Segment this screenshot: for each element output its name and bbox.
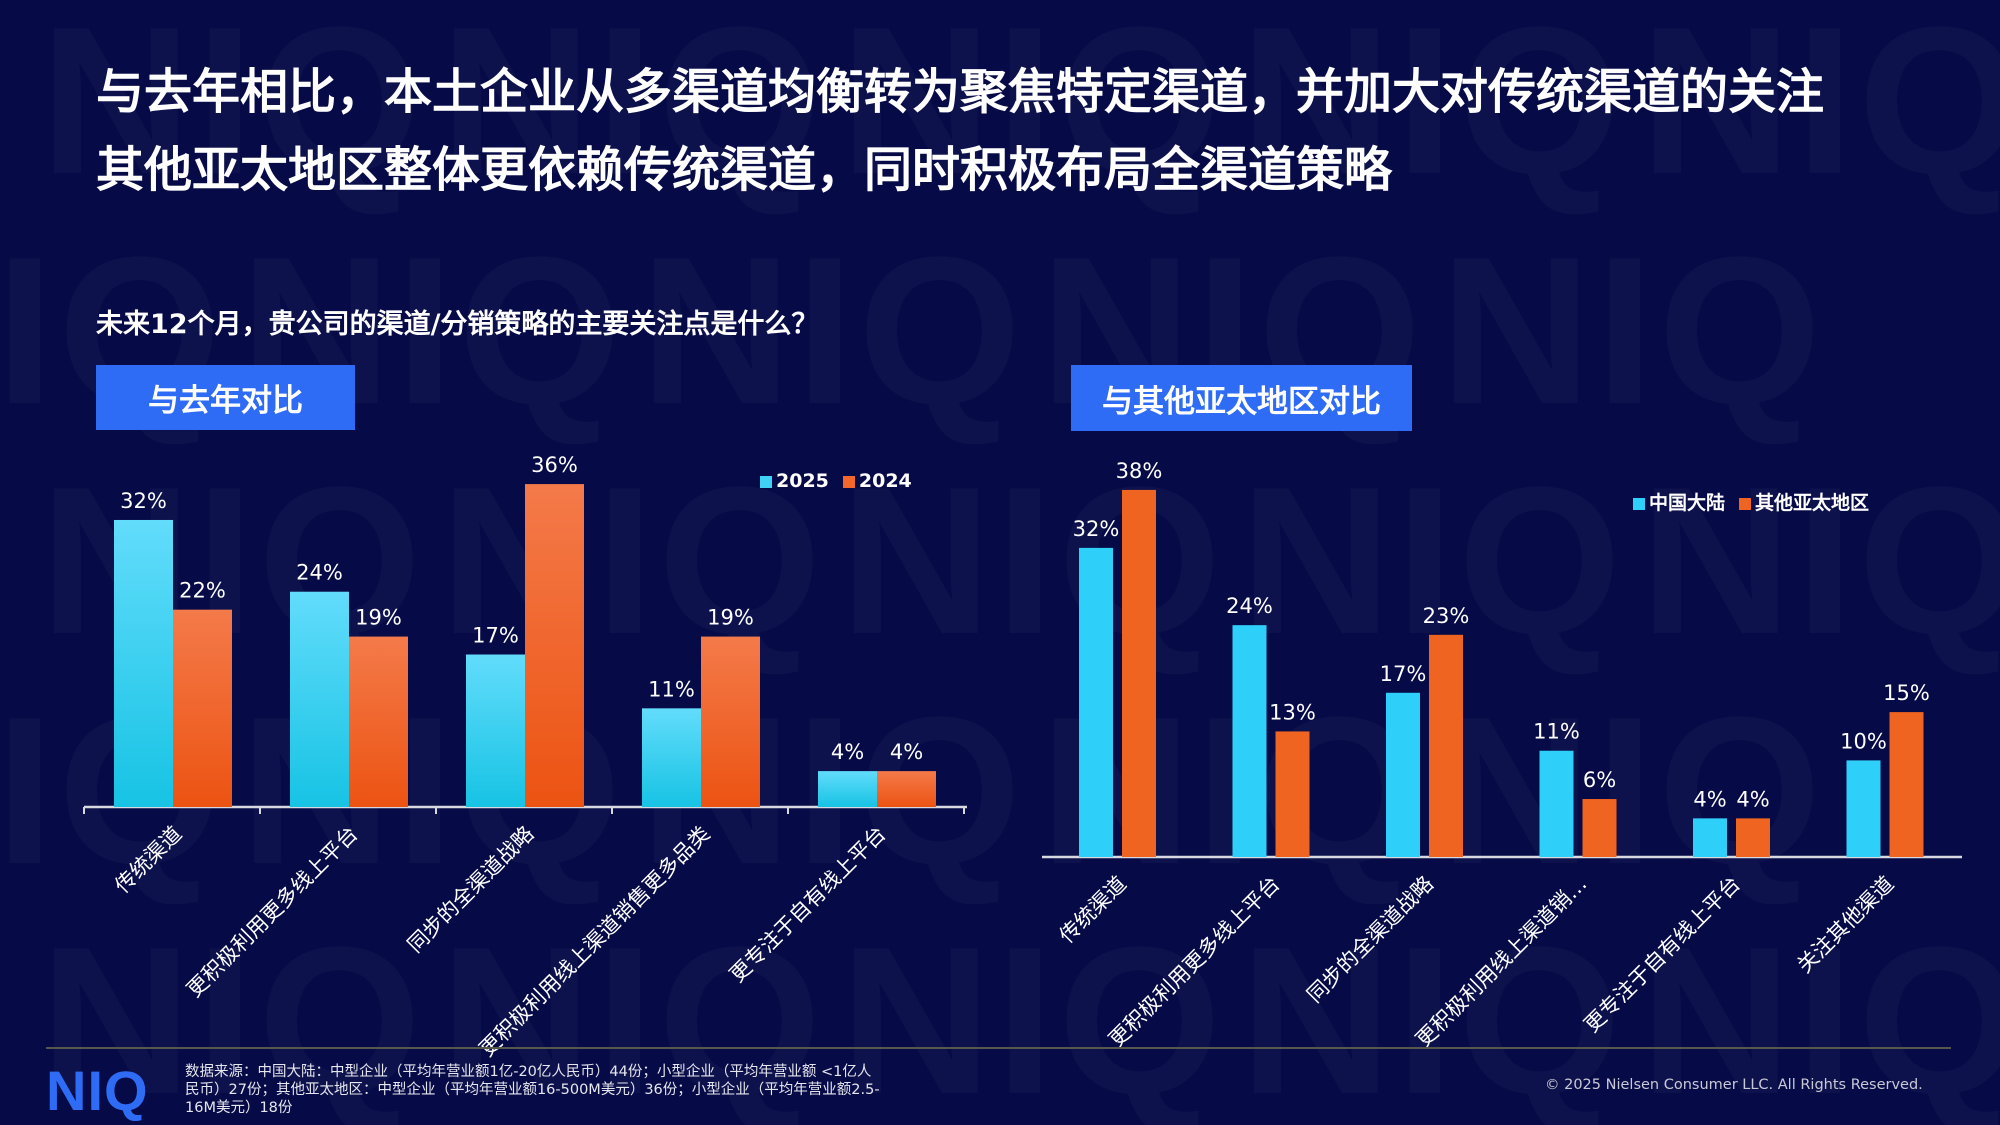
bar-region-s1-4: [1736, 818, 1770, 857]
bar-region-s0-0: [1079, 547, 1113, 857]
data-label: 15%: [1883, 681, 1930, 705]
bar-region-s1-2: [1429, 634, 1463, 857]
data-label: 38%: [1116, 459, 1163, 483]
data-label: 10%: [1840, 729, 1887, 753]
bar-region-s1-3: [1582, 799, 1617, 857]
bar-year-s1-0: [173, 609, 232, 807]
data-label: 24%: [1226, 594, 1273, 618]
bar-year-s1-2: [525, 484, 584, 807]
category-label: 同步的全渠道战略: [1302, 872, 1438, 1008]
bar-region-s0-4: [1693, 818, 1727, 857]
category-label: 更积极利用更多线上平台: [182, 822, 362, 1002]
bar-region-s0-1: [1232, 625, 1267, 857]
footer-divider: [46, 1047, 1951, 1049]
category-label: 关注其他渠道: [1792, 872, 1898, 978]
category-label: 更积极利用更多线上平台: [1104, 872, 1284, 1052]
bar-year-s0-2: [466, 654, 525, 807]
bar-year-s0-4: [818, 771, 877, 807]
bar-year-s1-4: [877, 771, 936, 807]
data-label: 32%: [1073, 517, 1120, 541]
category-label: 同步的全渠道战略: [403, 822, 539, 958]
niq-logo: NIQ: [46, 1059, 149, 1122]
bar-region-s0-2: [1386, 692, 1420, 857]
bar-year-s0-1: [290, 591, 349, 807]
survey-question: 未来12个月，贵公司的渠道/分销策略的主要关注点是什么？: [96, 309, 819, 340]
data-label: 19%: [707, 606, 754, 630]
data-label: 11%: [1533, 720, 1580, 744]
legend-item-2024: 2024: [842, 470, 912, 492]
bar-year-s1-3: [701, 636, 760, 807]
bar-region-s1-1: [1275, 731, 1310, 857]
data-label: 23%: [1423, 604, 1470, 628]
data-label: 24%: [296, 561, 343, 585]
bar-year-s0-3: [642, 708, 701, 807]
legend-item-2025: 2025: [760, 470, 829, 492]
data-label: 13%: [1269, 700, 1316, 724]
data-label: 17%: [1380, 662, 1427, 686]
legend-item-other-apac: 其他亚太地区: [1739, 488, 1869, 515]
data-label: 19%: [355, 606, 402, 630]
copyright: © 2025 Nielsen Consumer LLC. All Rights …: [1545, 1077, 1923, 1093]
panel-tag-region-comparison: 与其他亚太地区对比: [1071, 365, 1412, 431]
category-label: 传统渠道: [1055, 872, 1131, 948]
legend-item-china: 中国大陆: [1633, 488, 1725, 515]
category-label: 更专注于自有线上平台: [1580, 872, 1745, 1037]
data-label: 36%: [531, 453, 578, 477]
category-label: 更积极利用线上渠道销…: [1411, 872, 1591, 1052]
category-label: 更专注于自有线上平台: [725, 822, 890, 987]
data-label: 4%: [1736, 787, 1769, 811]
data-label: 32%: [120, 489, 167, 513]
legend-left: 2025 2024: [760, 470, 912, 492]
page-title-line-1: 与去年相比，本土企业从多渠道均衡转为聚焦特定渠道，并加大对传统渠道的关注: [96, 64, 1825, 120]
page-title-line-2: 其他亚太地区整体更依赖传统渠道，同时积极布局全渠道策略: [96, 142, 1393, 198]
category-label: 传统渠道: [110, 822, 186, 898]
panel-tag-year-comparison: 与去年对比: [96, 365, 355, 430]
data-label: 4%: [890, 740, 923, 764]
bar-year-s1-1: [349, 636, 408, 807]
legend-right: 中国大陆 其他亚太地区: [1633, 488, 1869, 515]
data-label: 6%: [1583, 768, 1616, 792]
bar-region-s1-5: [1889, 712, 1924, 857]
data-label: 17%: [472, 624, 519, 648]
bar-region-s1-0: [1122, 489, 1156, 857]
data-label: 11%: [648, 677, 695, 701]
data-label: 22%: [179, 579, 226, 603]
data-source-note: 数据来源：中国大陆：中型企业（平均年营业额1亿-20亿人民币）44份；小型企业（…: [185, 1064, 880, 1116]
bar-region-s0-3: [1539, 750, 1574, 857]
data-label: 4%: [831, 740, 864, 764]
bar-year-s0-0: [114, 519, 173, 807]
data-label: 4%: [1693, 787, 1726, 811]
bar-region-s0-5: [1846, 760, 1881, 857]
